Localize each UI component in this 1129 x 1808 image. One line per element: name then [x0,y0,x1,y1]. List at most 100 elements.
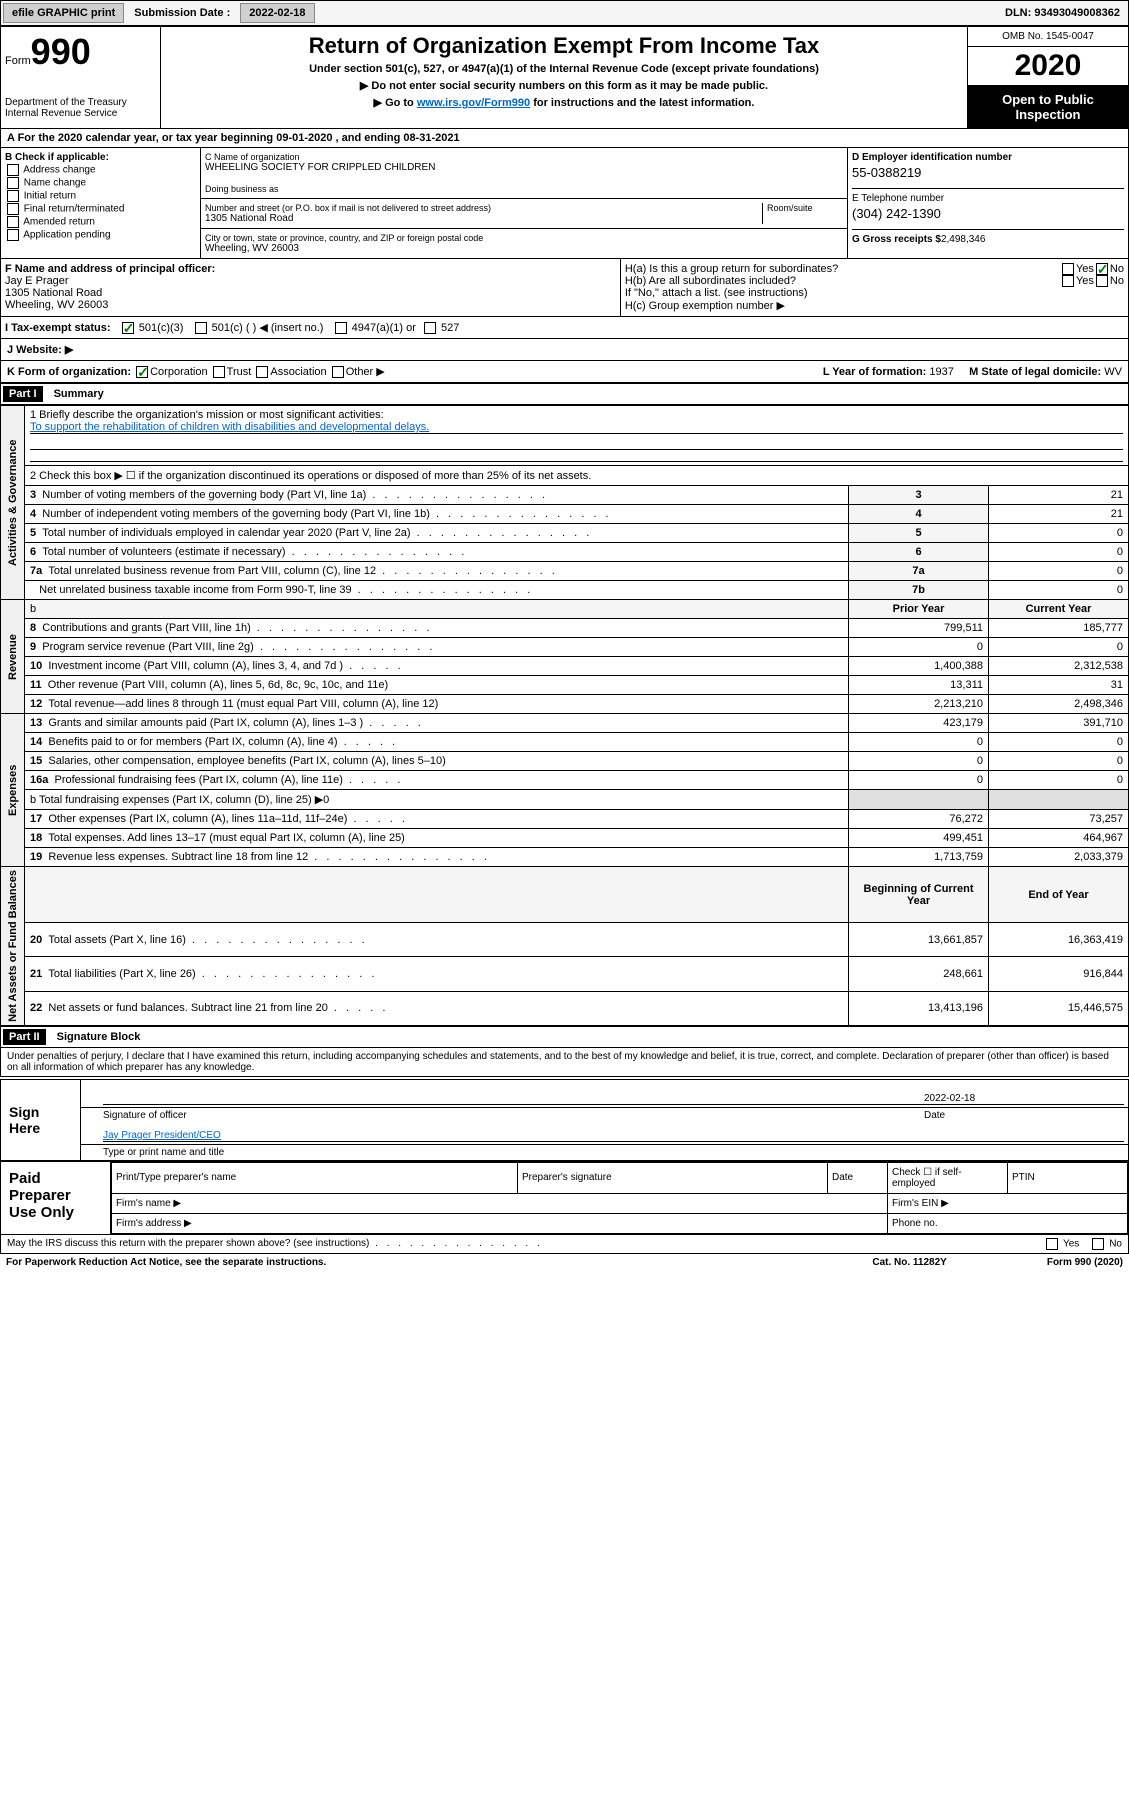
top-bar: efile GRAPHIC print Submission Date : 20… [0,0,1129,26]
period-row: A For the 2020 calendar year, or tax yea… [0,129,1129,148]
table-row: 22 Net assets or fund balances. Subtract… [1,991,1129,1025]
principal-officer: F Name and address of principal officer:… [1,259,621,316]
table-row: 20 Total assets (Part X, line 16)13,661,… [1,923,1129,957]
website-row: J Website: ▶ [0,339,1129,361]
paid-preparer-block: Paid Preparer Use Only Print/Type prepar… [0,1161,1129,1235]
sign-here-label: Sign Here [1,1080,81,1160]
submission-date-label: Submission Date : [126,7,238,19]
form-header: Form990 Department of the Treasury Inter… [0,26,1129,129]
table-row: 7a Total unrelated business revenue from… [1,562,1129,581]
table-row: 8 Contributions and grants (Part VIII, l… [1,619,1129,638]
form-subtitle: Under section 501(c), 527, or 4947(a)(1)… [167,63,961,75]
firm-name-cell[interactable]: Firm's name ▶ [111,1193,887,1213]
prep-date-cell[interactable]: Date [828,1162,888,1193]
mission-block: 1 Briefly describe the organization's mi… [25,406,1129,466]
table-row: b Total fundraising expenses (Part IX, c… [1,790,1129,810]
preparer-sig-cell[interactable]: Preparer's signature [517,1162,827,1193]
chk-name-change[interactable]: Name change [5,177,196,189]
other-checkbox[interactable] [332,366,344,378]
table-row: 15 Salaries, other compensation, employe… [1,752,1129,771]
ha-yes-checkbox[interactable] [1062,263,1074,275]
street-block: Number and street (or P.O. box if mail i… [201,199,847,229]
line2-discontinued: 2 Check this box ▶ ☐ if the organization… [25,466,1129,486]
room-suite-label: Room/suite [763,203,843,224]
ha-no-checkbox[interactable] [1096,263,1108,275]
discuss-row: May the IRS discuss this return with the… [0,1235,1129,1254]
col-b-checkboxes: B Check if applicable: Address change Na… [1,148,201,258]
trust-checkbox[interactable] [213,366,225,378]
header-left: Form990 Department of the Treasury Inter… [1,27,161,128]
org-name-block: C Name of organization WHEELING SOCIETY … [201,148,847,199]
paid-preparer-label: Paid Preparer Use Only [1,1162,111,1234]
tax-year: 2020 [968,47,1128,86]
officer-name: Jay Prager President/CEO [103,1130,1124,1142]
corp-checkbox[interactable] [136,366,148,378]
501c-checkbox[interactable] [195,322,207,334]
revenue-label: Revenue [1,600,25,714]
header-mid: Return of Organization Exempt From Incom… [161,27,968,128]
chk-amended-return[interactable]: Amended return [5,216,196,228]
print-name-cell[interactable]: Print/Type preparer's name [111,1162,517,1193]
table-row: 18 Total expenses. Add lines 13–17 (must… [1,829,1129,848]
efile-print-button[interactable]: efile GRAPHIC print [3,3,124,23]
table-row: 6 Total number of volunteers (estimate i… [1,543,1129,562]
department: Department of the Treasury Internal Reve… [5,97,156,119]
header-right: OMB No. 1545-0047 2020 Open to Public In… [968,27,1128,128]
bcd-section: B Check if applicable: Address change Na… [0,148,1129,259]
table-row: 14 Benefits paid to or for members (Part… [1,733,1129,752]
discuss-yes-checkbox[interactable] [1046,1238,1058,1250]
ptin-cell[interactable]: PTIN [1008,1162,1128,1193]
col-d-ein: D Employer identification number 55-0388… [848,148,1128,258]
table-row: 21 Total liabilities (Part X, line 26)24… [1,957,1129,991]
gross-receipts: 2,498,346 [941,234,986,245]
netassets-label: Net Assets or Fund Balances [1,867,25,1026]
perjury-statement: Under penalties of perjury, I declare th… [0,1048,1129,1077]
irs-link[interactable]: www.irs.gov/Form990 [417,97,530,109]
chk-address-change[interactable]: Address change [5,164,196,176]
open-public-badge: Open to Public Inspection [968,86,1128,128]
chk-application-pending[interactable]: Application pending [5,229,196,241]
summary-table: Activities & Governance 1 Briefly descri… [0,405,1129,1026]
discuss-no-checkbox[interactable] [1092,1238,1104,1250]
sign-date: 2022-02-18 [924,1093,1124,1105]
501c3-checkbox[interactable] [122,322,134,334]
ein-value: 55-0388219 [852,165,1124,180]
table-row: 16a Professional fundraising fees (Part … [1,771,1129,790]
tax-exempt-row: I Tax-exempt status: 501(c)(3) 501(c) ( … [0,317,1129,339]
table-row: 19 Revenue less expenses. Subtract line … [1,848,1129,867]
sign-here-block: Sign Here 2022-02-18 Signature of office… [0,1079,1129,1161]
table-row: 4 Number of independent voting members o… [1,505,1129,524]
table-row: 5 Total number of individuals employed i… [1,524,1129,543]
part2-header: Part II Signature Block [0,1026,1129,1048]
city-state-zip: Wheeling, WV 26003 [205,243,843,254]
table-row: 12 Total revenue—add lines 8 through 11 … [1,695,1129,714]
expenses-label: Expenses [1,714,25,867]
col-b-label: B Check if applicable: [5,152,196,163]
chk-final-return[interactable]: Final return/terminated [5,203,196,215]
signature-line[interactable] [103,1104,924,1105]
assoc-checkbox[interactable] [256,366,268,378]
firm-address-cell[interactable]: Firm's address ▶ [111,1213,887,1233]
table-row: 17 Other expenses (Part IX, column (A), … [1,810,1129,829]
firm-phone-cell[interactable]: Phone no. [888,1213,1128,1233]
submission-date-button[interactable]: 2022-02-18 [240,3,314,23]
dln: DLN: 93493049008362 [997,7,1128,19]
form-label: Form [5,55,31,67]
table-row: 9 Program service revenue (Part VIII, li… [1,638,1129,657]
firm-ein-cell[interactable]: Firm's EIN ▶ [888,1193,1128,1213]
chk-initial-return[interactable]: Initial return [5,190,196,202]
hb-yes-checkbox[interactable] [1062,275,1074,287]
part1-header: Part I Summary [0,383,1129,405]
group-return-block: H(a) Is this a group return for subordin… [621,259,1128,316]
col-c-org-info: C Name of organization WHEELING SOCIETY … [201,148,848,258]
omb-number: OMB No. 1545-0047 [968,27,1128,47]
form-title: Return of Organization Exempt From Incom… [167,33,961,59]
notice-ssn: ▶ Do not enter social security numbers o… [167,79,961,92]
form-number: 990 [31,31,91,72]
hb-no-checkbox[interactable] [1096,275,1108,287]
4947-checkbox[interactable] [335,322,347,334]
527-checkbox[interactable] [424,322,436,334]
self-employed-cell[interactable]: Check ☐ if self-employed [888,1162,1008,1193]
org-name: WHEELING SOCIETY FOR CRIPPLED CHILDREN [205,162,843,173]
phone-value: (304) 242-1390 [852,206,1124,221]
